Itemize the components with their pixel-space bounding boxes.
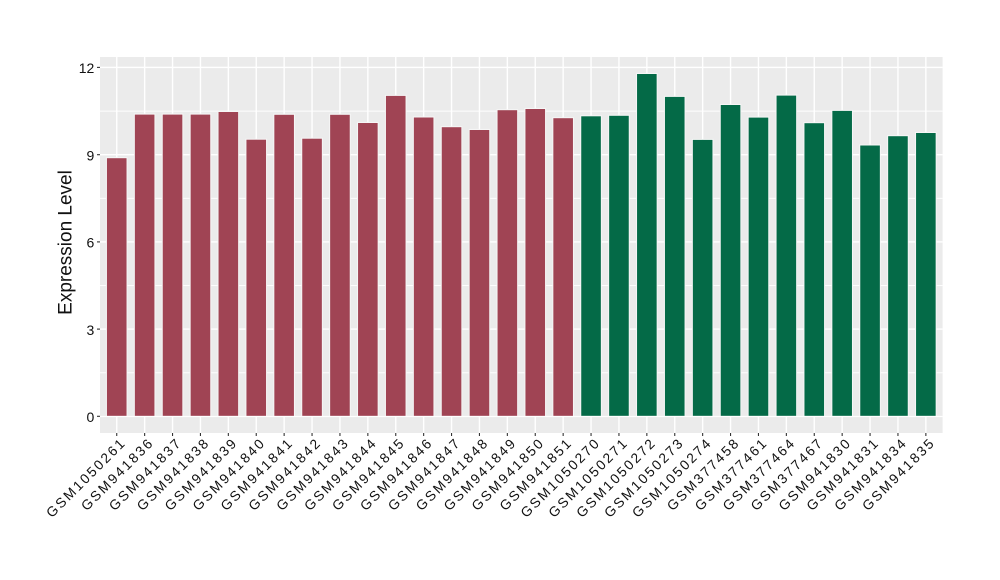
svg-text:3: 3	[87, 322, 95, 338]
svg-text:12: 12	[79, 60, 95, 76]
svg-text:6: 6	[87, 235, 95, 251]
svg-text:0: 0	[87, 409, 95, 425]
svg-text:Expression Level: Expression Level	[56, 170, 77, 315]
svg-text:9: 9	[87, 148, 95, 164]
